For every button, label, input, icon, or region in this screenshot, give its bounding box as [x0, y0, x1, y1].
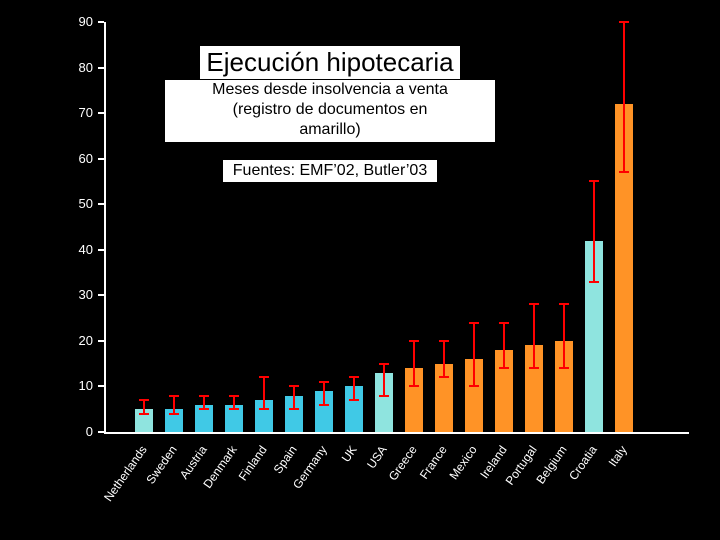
y-tick-label: 90 — [63, 14, 93, 29]
error-cap — [139, 413, 149, 415]
subtitle-line: (registro de documentos en — [233, 101, 428, 118]
error-cap — [469, 385, 479, 387]
error-cap — [349, 376, 359, 378]
y-tick-label: 40 — [63, 242, 93, 257]
error-bar — [533, 304, 535, 368]
error-bar — [413, 341, 415, 387]
error-cap — [229, 395, 239, 397]
chart-source: Fuentes: EMF’02, Butler’03 — [223, 160, 437, 182]
error-cap — [589, 281, 599, 283]
error-bar — [503, 323, 505, 369]
subtitle-line: amarillo) — [299, 121, 360, 138]
error-bar — [203, 396, 205, 410]
error-bar — [323, 382, 325, 405]
y-tick-label: 80 — [63, 60, 93, 75]
error-cap — [259, 408, 269, 410]
error-bar — [293, 386, 295, 409]
error-cap — [199, 395, 209, 397]
error-cap — [589, 180, 599, 182]
error-cap — [619, 171, 629, 173]
error-bar — [473, 323, 475, 387]
error-cap — [499, 367, 509, 369]
subtitle-line: Meses desde insolvencia a venta — [212, 81, 448, 98]
error-bar — [263, 377, 265, 409]
error-cap — [439, 340, 449, 342]
y-tick-label: 0 — [63, 424, 93, 439]
error-cap — [169, 395, 179, 397]
error-cap — [229, 408, 239, 410]
error-cap — [349, 399, 359, 401]
error-cap — [469, 322, 479, 324]
error-cap — [529, 367, 539, 369]
chart-stage: 0102030405060708090 NetherlandsSwedenAus… — [0, 0, 720, 540]
error-cap — [199, 408, 209, 410]
error-cap — [559, 367, 569, 369]
error-cap — [559, 303, 569, 305]
error-bar — [623, 22, 625, 172]
error-bar — [233, 396, 235, 410]
y-tick-label: 60 — [63, 151, 93, 166]
y-axis-line — [104, 22, 106, 432]
error-cap — [169, 413, 179, 415]
x-axis-line — [104, 432, 689, 434]
error-cap — [319, 404, 329, 406]
error-cap — [379, 363, 389, 365]
y-tick-label: 70 — [63, 105, 93, 120]
error-cap — [139, 399, 149, 401]
error-bar — [443, 341, 445, 377]
error-cap — [259, 376, 269, 378]
error-cap — [319, 381, 329, 383]
y-tick-label: 30 — [63, 287, 93, 302]
error-cap — [499, 322, 509, 324]
error-cap — [619, 21, 629, 23]
chart-subtitle: Meses desde insolvencia a venta (registr… — [165, 80, 495, 142]
error-cap — [289, 408, 299, 410]
error-bar — [563, 304, 565, 368]
error-cap — [379, 395, 389, 397]
y-tick-label: 10 — [63, 378, 93, 393]
error-bar — [173, 396, 175, 414]
y-tick-label: 20 — [63, 333, 93, 348]
error-cap — [409, 385, 419, 387]
error-bar — [383, 364, 385, 396]
error-bar — [143, 400, 145, 414]
error-cap — [289, 385, 299, 387]
error-cap — [529, 303, 539, 305]
error-cap — [439, 376, 449, 378]
error-cap — [409, 340, 419, 342]
title-block: Ejecución hipotecaria Meses desde insolv… — [165, 46, 495, 182]
error-bar — [593, 181, 595, 281]
error-bar — [353, 377, 355, 400]
chart-title: Ejecución hipotecaria — [200, 46, 459, 79]
y-tick-label: 50 — [63, 196, 93, 211]
